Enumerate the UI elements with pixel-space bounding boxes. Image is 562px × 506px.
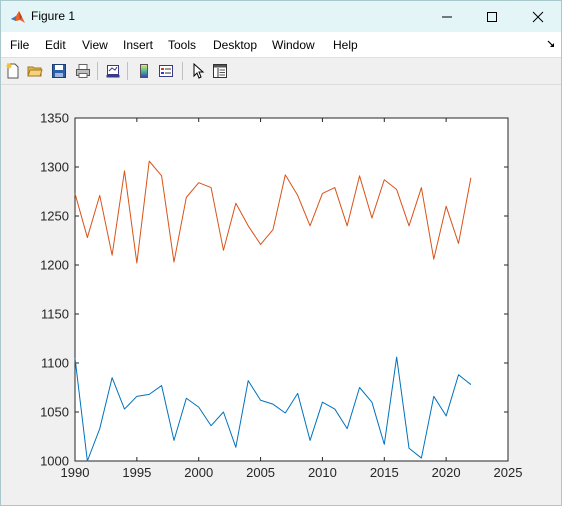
title-bar[interactable]: Figure 1 xyxy=(1,1,561,32)
x-tick-label: 2010 xyxy=(308,465,337,480)
axes-box xyxy=(74,117,509,462)
print-button[interactable] xyxy=(73,61,93,81)
menu-insert[interactable]: Insert xyxy=(123,38,154,52)
maximize-button[interactable] xyxy=(469,1,515,32)
new-figure-button[interactable] xyxy=(3,61,23,81)
legend-icon xyxy=(159,65,173,77)
y-tick-label: 1200 xyxy=(40,258,69,273)
edit-plot-button[interactable] xyxy=(188,61,208,81)
menu-bar: File Edit View Insert Tools Desktop Wind… xyxy=(1,32,561,58)
series-line-1 xyxy=(74,356,472,462)
x-tick-label: 1990 xyxy=(61,465,90,480)
plot-lines xyxy=(74,160,472,462)
save-button[interactable] xyxy=(49,61,69,81)
open-folder-icon xyxy=(27,66,43,77)
open-file-button[interactable] xyxy=(25,61,45,81)
y-tick-label: 1250 xyxy=(40,209,69,224)
maximize-icon xyxy=(487,11,497,22)
menu-view[interactable]: View xyxy=(82,38,108,52)
insert-colorbar-button[interactable] xyxy=(134,61,154,81)
property-inspector-button[interactable] xyxy=(210,61,230,81)
pointer-arrow-icon xyxy=(193,63,205,79)
toolbar-separator xyxy=(127,62,128,80)
y-tick-label: 1000 xyxy=(40,454,69,469)
x-tick-label: 2005 xyxy=(246,465,275,480)
x-tick-label: 2025 xyxy=(494,465,523,480)
y-tick-label: 1100 xyxy=(41,356,69,371)
x-tick-label: 2020 xyxy=(432,465,461,480)
line-chart: 1990 1995 2000 2005 2010 2015 2020 2025 1000 1050… xyxy=(40,111,522,481)
axis-ticks: 1990 1995 2000 2005 2010 2015 2020 2025 1000 1050… xyxy=(40,111,522,481)
figure-canvas[interactable]: 1990 1995 2000 2005 2010 2015 2020 2025 1000 1050… xyxy=(1,85,561,505)
menu-edit[interactable]: Edit xyxy=(45,38,66,52)
menu-desktop[interactable]: Desktop xyxy=(213,38,258,52)
insert-legend-button[interactable] xyxy=(156,61,176,81)
x-tick-label: 1995 xyxy=(122,465,151,480)
window-title: Figure 1 xyxy=(31,9,76,23)
y-tick-label: 1050 xyxy=(40,405,69,420)
toolbar-separator xyxy=(182,62,183,80)
matlab-logo-icon xyxy=(11,11,25,23)
minimize-icon xyxy=(442,16,452,17)
x-tick-label: 2000 xyxy=(184,465,213,480)
menu-tools[interactable]: Tools xyxy=(168,38,197,52)
save-disk-icon xyxy=(52,64,66,78)
menu-file[interactable]: File xyxy=(10,38,30,52)
minimize-button[interactable] xyxy=(424,1,470,32)
link-plot-icon xyxy=(106,65,120,78)
y-tick-label: 1150 xyxy=(41,307,69,322)
new-file-icon xyxy=(6,63,19,79)
toolbar-separator xyxy=(97,62,98,80)
x-tick-label: 2015 xyxy=(370,465,399,480)
property-inspector-icon xyxy=(213,64,227,78)
printer-icon xyxy=(76,64,90,78)
y-tick-label: 1350 xyxy=(40,111,69,126)
close-button[interactable] xyxy=(515,1,561,32)
dock-arrow-icon[interactable] xyxy=(547,40,555,48)
y-tick-label: 1300 xyxy=(40,160,69,175)
close-icon xyxy=(532,11,544,22)
menu-help[interactable]: Help xyxy=(333,38,358,52)
menu-window[interactable]: Window xyxy=(272,38,315,52)
colorbar-icon xyxy=(140,64,148,78)
figure-toolbar xyxy=(1,58,561,85)
link-plot-button[interactable] xyxy=(103,61,123,81)
series-line-2 xyxy=(74,160,472,264)
